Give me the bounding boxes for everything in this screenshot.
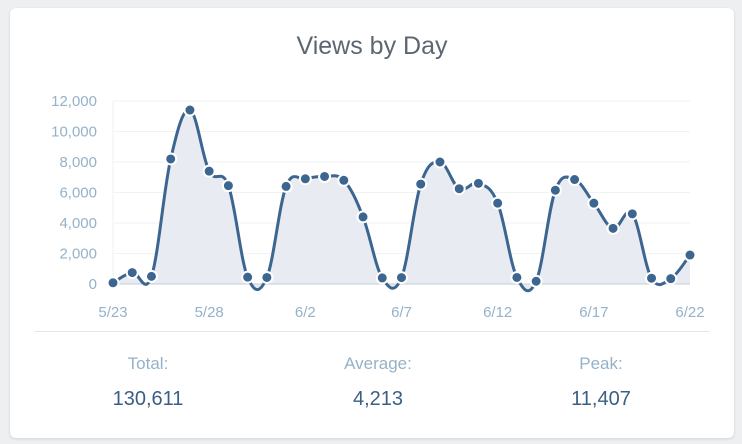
peak-value: 11,407	[571, 388, 631, 410]
data-point	[510, 270, 524, 284]
total-value: 130,611	[112, 388, 184, 410]
x-tick-label: 6/17	[579, 304, 608, 321]
data-point	[548, 183, 562, 197]
stat-total: Total: 130,611	[48, 354, 248, 411]
data-point	[241, 270, 255, 284]
data-point	[491, 196, 505, 210]
data-point	[356, 210, 370, 224]
data-point	[279, 179, 293, 193]
chart-title: Views by Day	[296, 32, 448, 60]
y-tick-label: 4,000	[59, 215, 97, 232]
data-point	[318, 169, 332, 183]
data-point	[164, 152, 178, 166]
average-value: 4,213	[352, 388, 404, 410]
x-tick-label: 6/12	[483, 304, 512, 321]
peak-label: Peak:	[579, 354, 623, 373]
data-point	[452, 182, 466, 196]
data-point	[298, 172, 312, 186]
data-point	[606, 221, 620, 235]
data-point	[414, 177, 428, 191]
data-point	[125, 266, 139, 280]
data-point	[106, 276, 120, 290]
data-point	[664, 272, 678, 286]
views-chart: 0 2,000 4,000 6,000 8,000 10,000 12,000 5/23 5/2…	[51, 93, 704, 321]
data-point	[645, 271, 659, 285]
average-label: Average:	[344, 354, 412, 373]
data-point	[471, 176, 485, 190]
data-point	[529, 274, 543, 288]
y-tick-label: 2,000	[59, 246, 97, 263]
views-card: Views by Day 0 2,000 4,000 6,000 8,000 10,000…	[10, 8, 734, 438]
y-tick-label: 12,000	[51, 93, 97, 110]
data-point	[395, 271, 408, 285]
data-point	[625, 207, 639, 221]
y-tick-label: 10,000	[51, 124, 97, 141]
data-point	[433, 155, 447, 169]
data-point	[183, 103, 197, 117]
y-tick-label: 6,000	[59, 185, 97, 202]
y-tick-label: 8,000	[59, 154, 97, 171]
data-point	[568, 173, 582, 187]
data-point	[144, 269, 158, 283]
divider	[34, 331, 710, 332]
stat-average: Average: 4,213	[278, 354, 478, 411]
data-point	[375, 271, 389, 285]
total-label: Total:	[127, 354, 169, 373]
x-tick-label: 6/2	[295, 304, 316, 321]
data-point	[683, 248, 697, 262]
data-point	[337, 173, 351, 187]
x-tick-label: 6/22	[675, 304, 704, 321]
data-point	[587, 196, 601, 210]
data-point	[260, 270, 274, 284]
data-point	[202, 164, 216, 178]
x-tick-label: 5/28	[195, 304, 224, 321]
data-point	[221, 179, 235, 193]
stat-peak: Peak: 11,407	[501, 354, 701, 411]
x-tick-label: 5/23	[98, 304, 127, 321]
x-tick-label: 6/7	[391, 304, 412, 321]
y-tick-label: 0	[89, 276, 97, 293]
